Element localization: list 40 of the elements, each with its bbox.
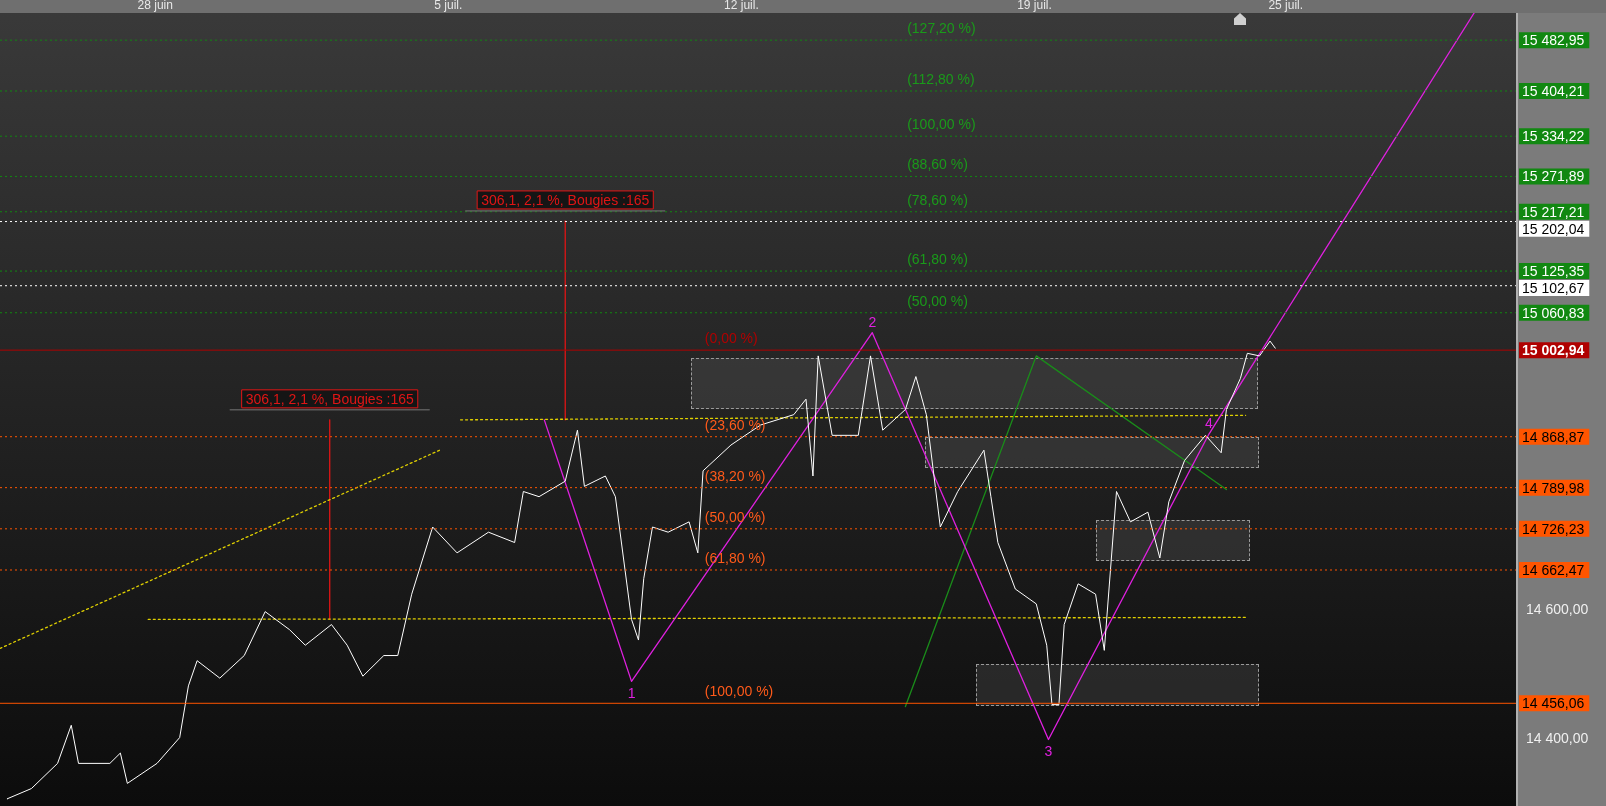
ref-line-label: 15 202,04 [1522,220,1585,237]
ref-line-label: 14 456,06 [1522,695,1585,712]
annotation: (88,60 %) [907,156,968,173]
ref-line-label: 14 868,87 [1522,428,1585,445]
annotation: (127,20 %) [907,20,976,37]
annotation: (23,60 %) [704,416,766,433]
ref-line-label: 15 125,35 [1522,262,1585,279]
annotation: 306,1, 2,1 %, Bougies :165 [481,191,650,208]
annotation: 306,1, 2,1 %, Bougies :165 [245,390,414,407]
x-tick-label: 5 juil. [434,0,463,13]
ref-line-label: 15 482,95 [1522,32,1585,49]
ref-line-label: 15 334,22 [1522,128,1585,145]
annotation: (50,00 %) [907,292,968,309]
y-tick-label: 14 400,00 [1526,730,1589,747]
annotation: (100,00 %) [907,116,976,133]
y-tick-label: 14 600,00 [1526,601,1589,618]
ref-line-label: 15 271,89 [1522,168,1585,185]
annotation: 1 [627,685,636,702]
annotation: (38,20 %) [704,467,766,484]
ref-line-label: 15 060,83 [1522,304,1585,321]
ref-line-label: 14 789,98 [1522,479,1585,496]
annotation: (100,00 %) [704,683,774,700]
x-tick-label: 12 juil. [724,0,759,13]
annotation: (112,80 %) [907,71,975,87]
x-tick-label: 25 juil. [1268,0,1304,13]
ref-line-label: 15 217,21 [1522,203,1585,220]
annotation: 3 [1044,743,1053,760]
annotation: (61,80 %) [907,251,968,268]
annotation: 4 [1205,415,1214,432]
annotation: (50,00 %) [704,508,766,525]
ref-line-label: 15 102,67 [1522,279,1585,296]
x-tick-label: 28 juin [137,0,173,13]
annotation: (78,60 %) [907,191,968,208]
x-tick-label: 19 juil. [1017,0,1052,13]
ref-line-label: 15 404,21 [1522,82,1585,99]
annotation: (0,00 %) [704,330,758,347]
ref-line-label: 14 662,47 [1522,561,1585,578]
ref-line-label: 15 002,94 [1522,341,1585,358]
ref-line-label: 14 726,23 [1522,520,1585,537]
annotation: 2 [868,313,877,330]
